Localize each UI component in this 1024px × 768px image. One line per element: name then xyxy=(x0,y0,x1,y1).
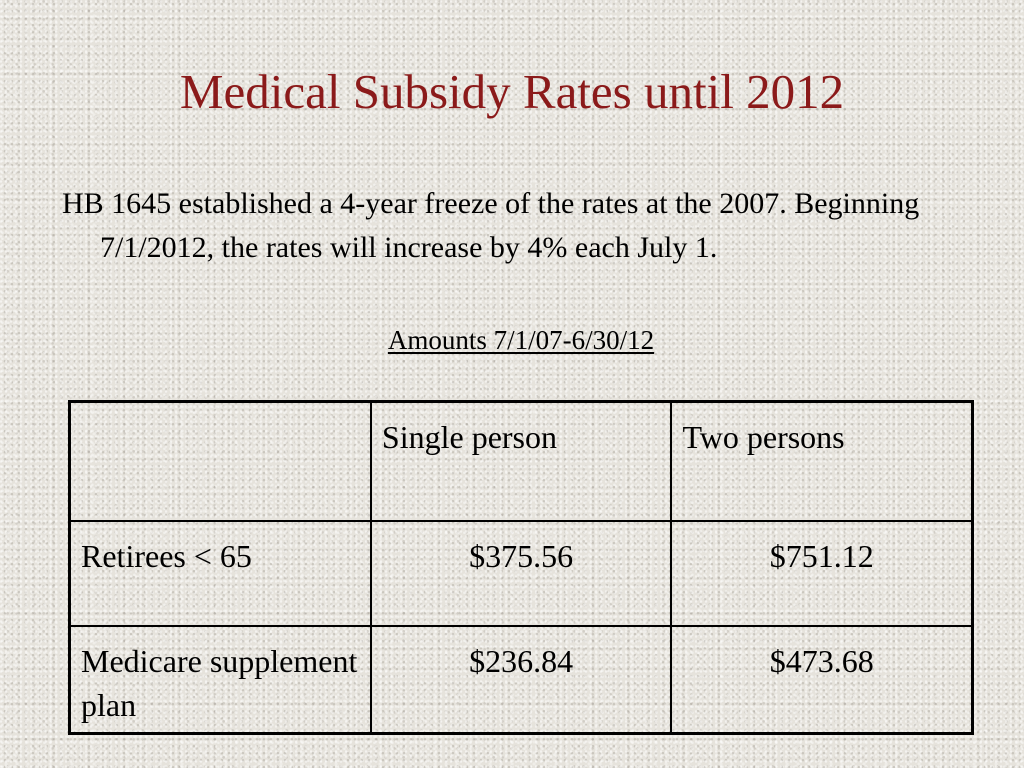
table-row: Medicare supplement plan $236.84 $473.68 xyxy=(68,625,974,735)
table-subheading: Amounts 7/1/07-6/30/12 xyxy=(387,325,655,355)
cell-medicare-single: $236.84 xyxy=(369,625,673,735)
row-label-retirees: Retirees < 65 xyxy=(68,520,372,627)
header-cell-single-person: Single person xyxy=(369,400,673,522)
subsidy-rates-table: Single person Two persons Retirees < 65 … xyxy=(68,400,974,735)
row-label-medicare: Medicare supplement plan xyxy=(68,625,372,735)
slide-title: Medical Subsidy Rates until 2012 xyxy=(179,64,845,119)
cell-medicare-two: $473.68 xyxy=(670,625,974,735)
header-cell-two-persons: Two persons xyxy=(670,400,974,522)
table-header-row: Single person Two persons xyxy=(68,400,974,522)
cell-retirees-two: $751.12 xyxy=(670,520,974,627)
bullet-text-block: HB 1645 established a 4-year freeze of t… xyxy=(62,182,972,270)
table-row: Retirees < 65 $375.56 $751.12 xyxy=(68,520,974,627)
bullet-paragraph: HB 1645 established a 4-year freeze of t… xyxy=(62,187,920,264)
header-cell-empty xyxy=(68,400,372,522)
cell-retirees-single: $375.56 xyxy=(369,520,673,627)
